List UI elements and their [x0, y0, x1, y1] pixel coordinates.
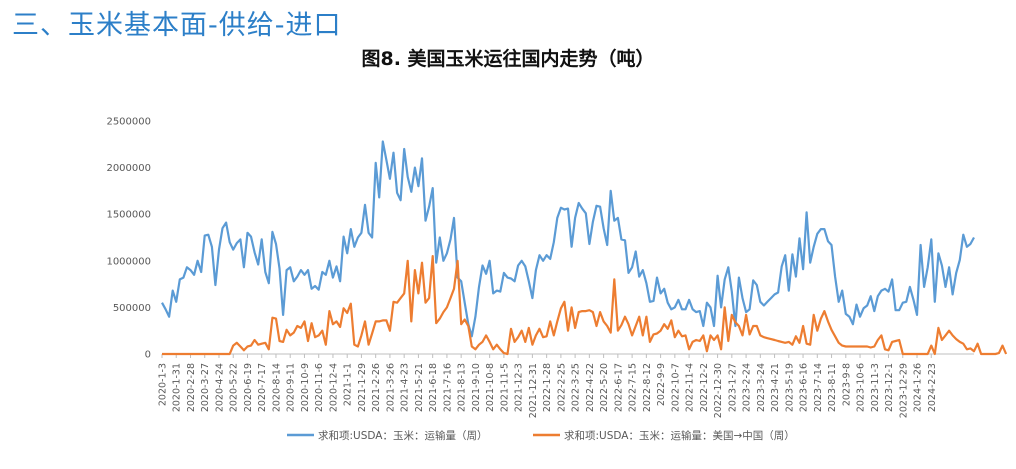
x-tick-label: 2020-1-3: [158, 363, 169, 406]
x-tick-label: 2020-6-19: [243, 363, 254, 412]
x-tick-label: 2023-10-6: [856, 363, 867, 412]
series-line-china: [162, 255, 1008, 356]
series-line-total: [161, 140, 975, 338]
x-tick-label: 2022-5-20: [599, 363, 610, 412]
x-tick-label: 2022-1-28: [542, 363, 553, 412]
x-tick-label: 2020-12-4: [328, 363, 339, 412]
x-tick-label: 2023-1-27: [727, 363, 738, 412]
y-tick-label: 1000000: [106, 256, 151, 267]
x-tick-label: 2021-7-16: [442, 363, 453, 412]
x-tick-label: 2024-1-26: [913, 363, 924, 412]
x-tick-label: 2021-1-29: [357, 363, 368, 412]
y-tick-label: 500000: [113, 303, 151, 314]
x-tick-label: 2020-11-6: [314, 363, 325, 412]
x-tick-label: 2020-5-22: [229, 363, 240, 412]
x-tick-label: 2022-12-30: [713, 363, 724, 418]
x-tick-label: 2023-12-1: [884, 363, 895, 412]
x-tick-label: 2022-10-7: [670, 363, 681, 412]
x-tick-label: 2021-12-3: [514, 363, 525, 412]
x-tick-label: 2022-11-4: [685, 363, 696, 412]
x-tick-label: 2020-7-17: [257, 363, 268, 412]
x-tick-label: 2020-4-24: [214, 363, 225, 412]
x-tick-label: 2021-4-23: [400, 363, 411, 412]
x-tick-label: 2023-3-24: [756, 363, 767, 412]
chart-title: 图8. 美国玉米运往国内走势（吨）: [361, 48, 655, 70]
x-tick-label: 2022-4-22: [585, 363, 596, 412]
x-tick-label: 2022-6-17: [613, 363, 624, 412]
x-tick-label: 2020-8-14: [271, 363, 282, 412]
x-tick-label: 2021-3-26: [385, 363, 396, 412]
x-tick-label: 2023-12-29: [898, 363, 909, 418]
x-tick-label: 2023-5-19: [784, 363, 795, 412]
x-tick-label: 2021-1-1: [343, 363, 354, 406]
x-tick-label: 2020-1-31: [172, 363, 183, 412]
legend: 求和项:USDA：玉米：运输量（周） 求和项:USDA：玉米：运输量：美国→中国…: [287, 429, 795, 442]
y-tick-label: 2000000: [106, 163, 151, 174]
x-tick-label: 2020-3-27: [200, 363, 211, 412]
x-tick-label: 2022-2-25: [556, 363, 567, 412]
x-tick-label: 2020-2-28: [186, 363, 197, 412]
section-title: 三、玉米基本面-供给-进口: [12, 10, 342, 41]
x-tick-label: 2022-12-2: [699, 363, 710, 412]
y-tick-label: 1500000: [106, 210, 151, 221]
x-tick-label: 2022-9-9: [656, 363, 667, 406]
x-tick-label: 2023-6-16: [799, 363, 810, 412]
x-tick-label: 2021-8-13: [457, 363, 468, 412]
x-tick-label: 2021-11-5: [499, 363, 510, 412]
x-tick-label: 2021-10-8: [485, 363, 496, 412]
legend-label-china: 求和项:USDA：玉米：运输量：美国→中国（周）: [564, 429, 795, 442]
y-axis-ticks: 0 500000 1000000 1500000 2000000 2500000: [106, 117, 151, 361]
x-tick-label: 2023-9-8: [841, 363, 852, 406]
x-tick-label: 2023-8-11: [827, 363, 838, 412]
x-tick-label: 2021-6-18: [428, 363, 439, 412]
x-tick-label: 2021-9-10: [471, 363, 482, 412]
x-axis-ticks: 2020-1-3 2020-1-31 2020-2-28 2020-3-27 2020-…: [158, 354, 938, 418]
x-tick-label: 2022-8-12: [642, 363, 653, 412]
x-tick-label: 2023-7-14: [813, 363, 824, 412]
legend-label-total: 求和项:USDA：玉米：运输量（周）: [318, 429, 487, 442]
x-tick-label: 2024-2-23: [927, 363, 938, 412]
x-tick-label: 2023-11-3: [870, 363, 881, 412]
y-tick-label: 2500000: [106, 117, 151, 128]
x-tick-label: 2020-9-11: [286, 363, 297, 412]
x-tick-label: 2021-12-31: [528, 363, 539, 418]
x-tick-label: 2023-4-21: [770, 363, 781, 412]
series-layer: [161, 140, 1008, 356]
x-tick-label: 2023-2-24: [742, 363, 753, 412]
x-tick-label: 2022-3-25: [571, 363, 582, 412]
x-tick-label: 2020-10-9: [300, 363, 311, 412]
x-tick-label: 2022-7-15: [628, 363, 639, 412]
y-tick-label: 0: [145, 350, 151, 361]
x-tick-label: 2021-5-21: [414, 363, 425, 412]
x-tick-label: 2021-2-26: [371, 363, 382, 412]
